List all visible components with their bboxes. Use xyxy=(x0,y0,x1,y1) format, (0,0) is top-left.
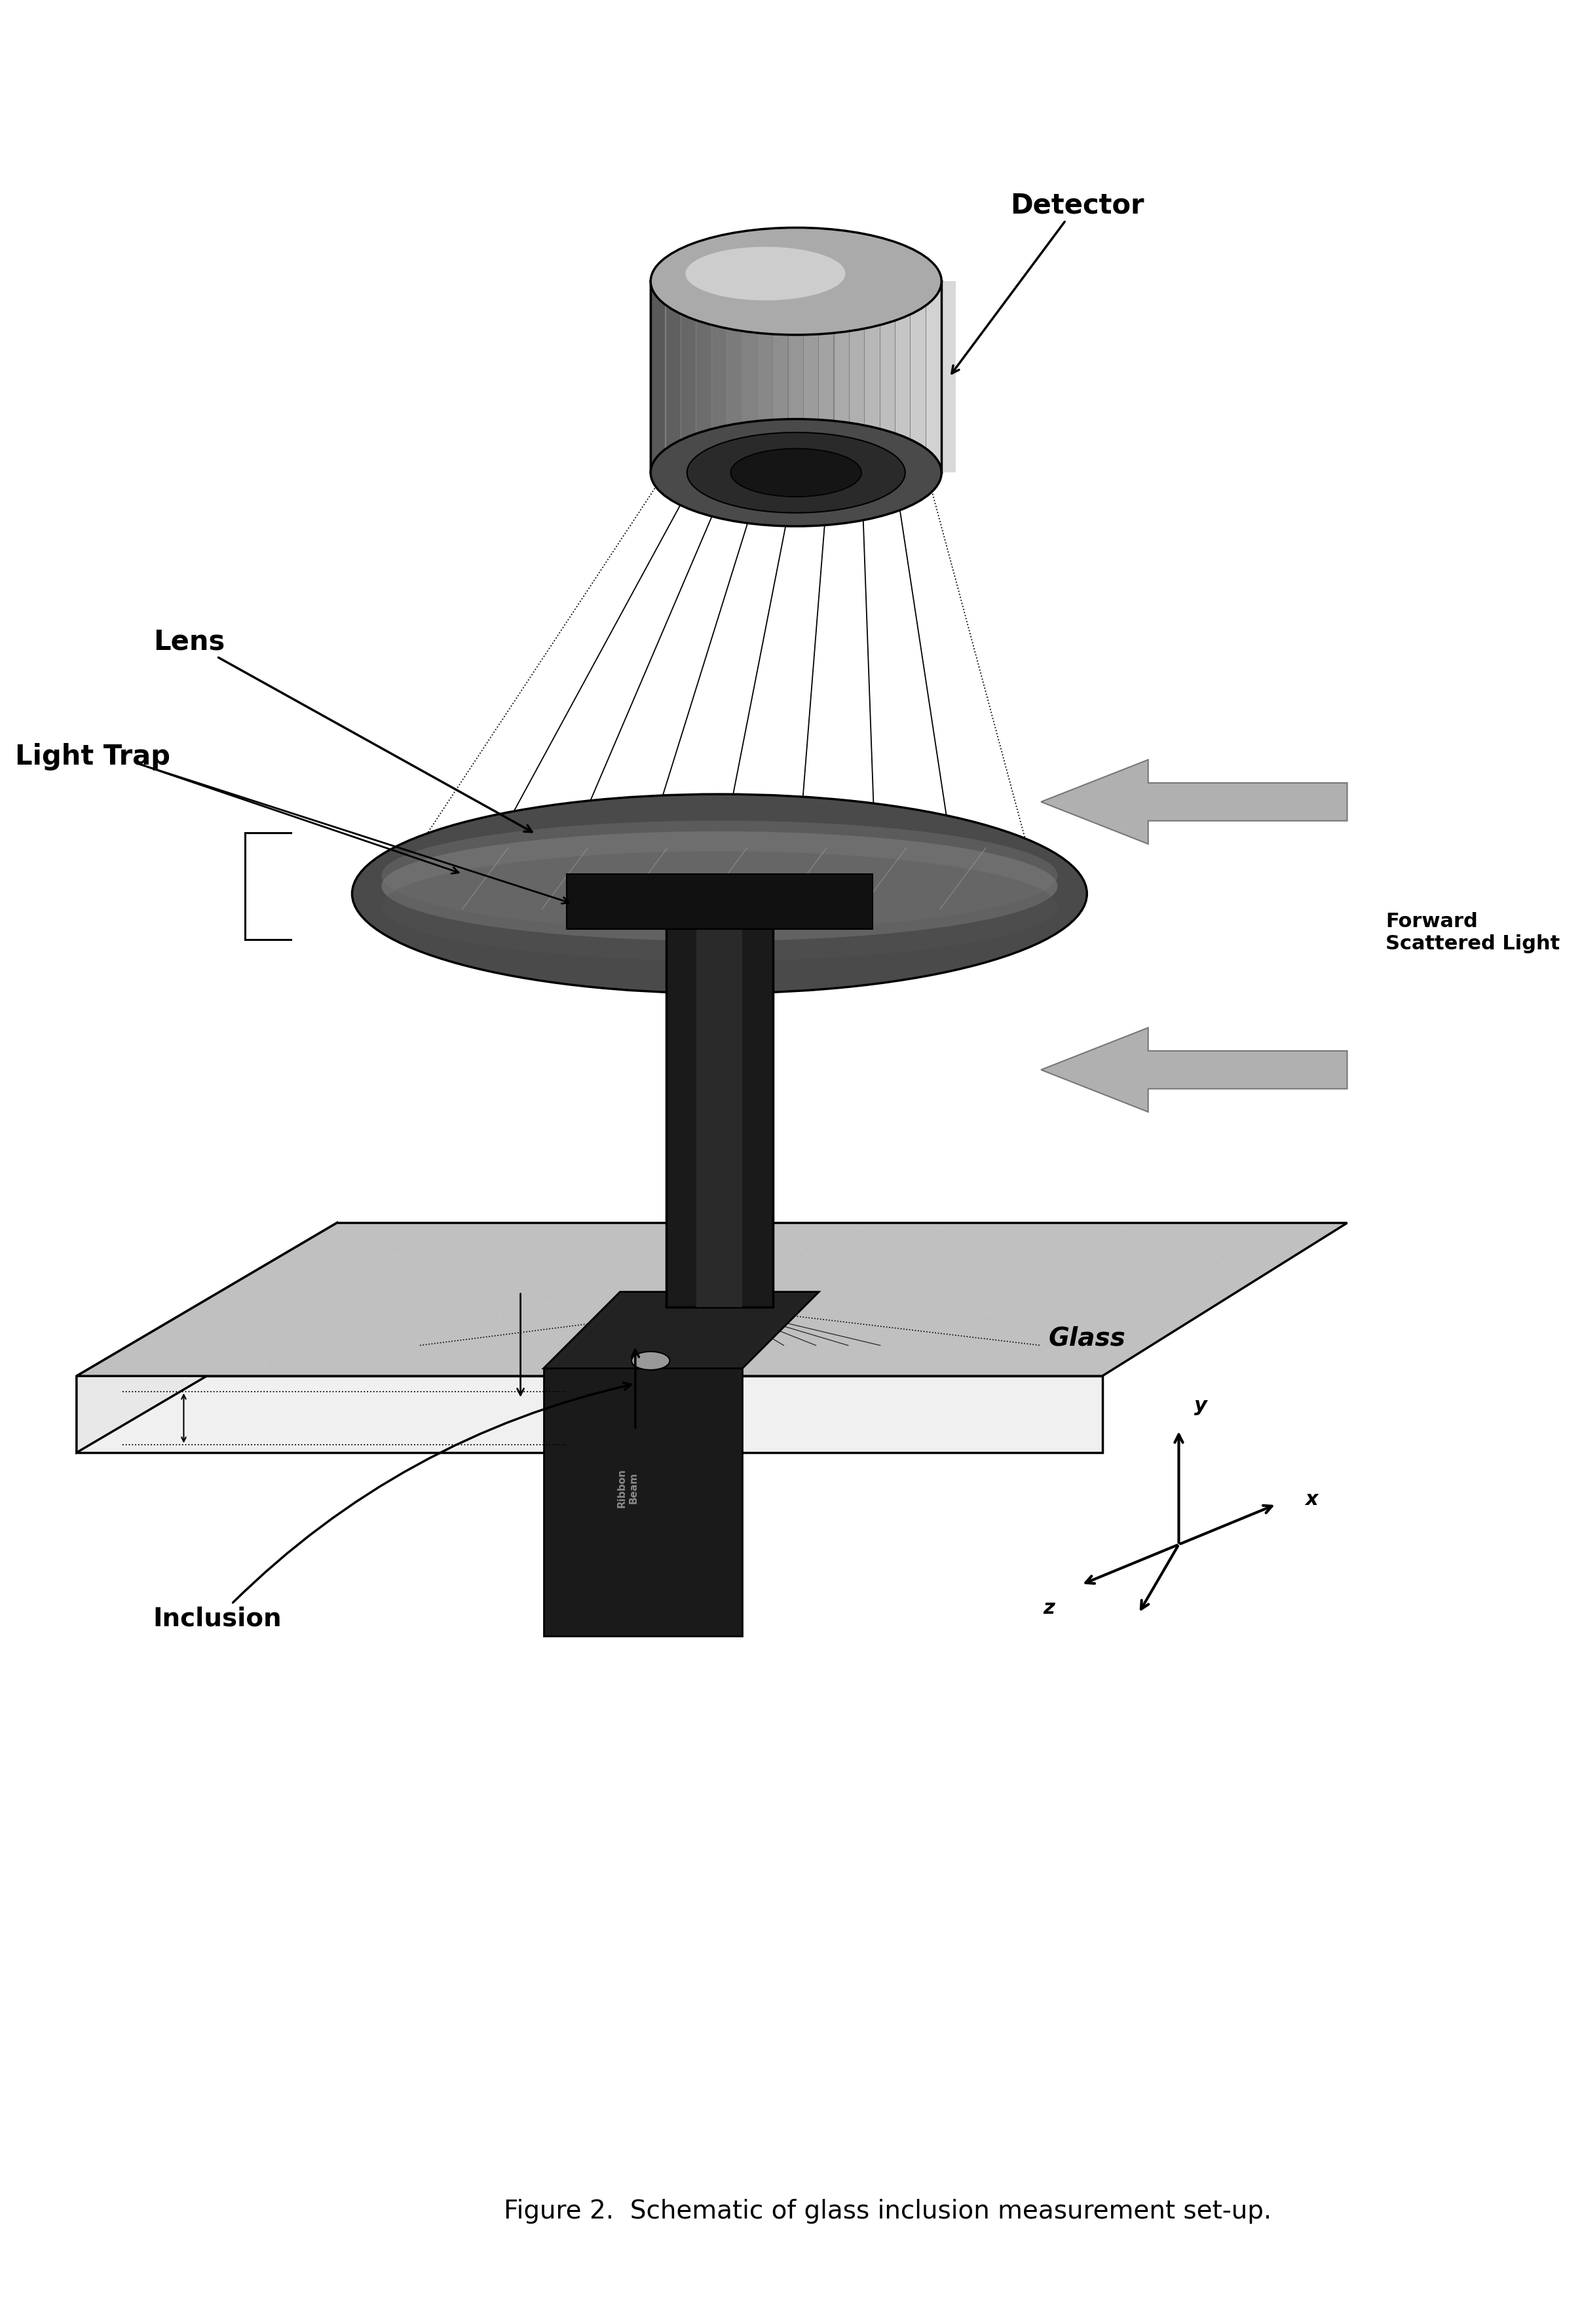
Text: Ribbon
Beam: Ribbon Beam xyxy=(617,1469,638,1506)
Text: x: x xyxy=(1305,1490,1318,1508)
Text: Light Trap: Light Trap xyxy=(16,744,171,769)
Text: z: z xyxy=(1043,1599,1054,1618)
Polygon shape xyxy=(650,281,664,474)
Text: f: f xyxy=(152,1408,161,1429)
Ellipse shape xyxy=(381,851,1057,962)
Text: Δf: Δf xyxy=(471,1248,497,1269)
Ellipse shape xyxy=(631,1353,669,1371)
Polygon shape xyxy=(774,281,788,474)
Polygon shape xyxy=(941,281,956,474)
Polygon shape xyxy=(544,1292,819,1369)
Text: Lens: Lens xyxy=(153,627,532,832)
Polygon shape xyxy=(911,281,925,474)
Ellipse shape xyxy=(650,228,941,335)
Polygon shape xyxy=(76,1376,1103,1452)
Polygon shape xyxy=(76,1222,337,1452)
Polygon shape xyxy=(850,281,864,474)
Polygon shape xyxy=(1041,760,1348,844)
Polygon shape xyxy=(544,1369,742,1636)
Ellipse shape xyxy=(687,432,905,514)
Text: Figure 2.  Schematic of glass inclusion measurement set-up.: Figure 2. Schematic of glass inclusion m… xyxy=(505,2199,1272,2224)
Polygon shape xyxy=(865,281,880,474)
Ellipse shape xyxy=(731,449,862,497)
Polygon shape xyxy=(712,281,726,474)
Polygon shape xyxy=(728,281,742,474)
Text: Forward
Scattered Light: Forward Scattered Light xyxy=(1386,911,1560,953)
Polygon shape xyxy=(696,878,742,1308)
Polygon shape xyxy=(76,1222,1348,1376)
Polygon shape xyxy=(925,281,941,474)
Polygon shape xyxy=(819,281,834,474)
Polygon shape xyxy=(696,281,710,474)
Polygon shape xyxy=(804,281,818,474)
Polygon shape xyxy=(666,878,774,1308)
Ellipse shape xyxy=(381,832,1057,941)
Polygon shape xyxy=(834,281,850,474)
Polygon shape xyxy=(1041,1027,1348,1113)
Text: y: y xyxy=(1194,1397,1207,1415)
Polygon shape xyxy=(650,281,941,474)
Polygon shape xyxy=(666,281,680,474)
Text: Inclusion: Inclusion xyxy=(153,1383,631,1631)
Polygon shape xyxy=(880,281,895,474)
Polygon shape xyxy=(758,281,772,474)
Polygon shape xyxy=(895,281,910,474)
Polygon shape xyxy=(788,281,804,474)
Polygon shape xyxy=(566,874,873,930)
Ellipse shape xyxy=(685,246,845,300)
Ellipse shape xyxy=(650,421,941,528)
Ellipse shape xyxy=(381,820,1057,930)
Text: Detector: Detector xyxy=(952,191,1144,374)
Polygon shape xyxy=(742,281,758,474)
Ellipse shape xyxy=(353,795,1087,995)
Polygon shape xyxy=(682,281,696,474)
Text: Glass: Glass xyxy=(1049,1325,1125,1350)
